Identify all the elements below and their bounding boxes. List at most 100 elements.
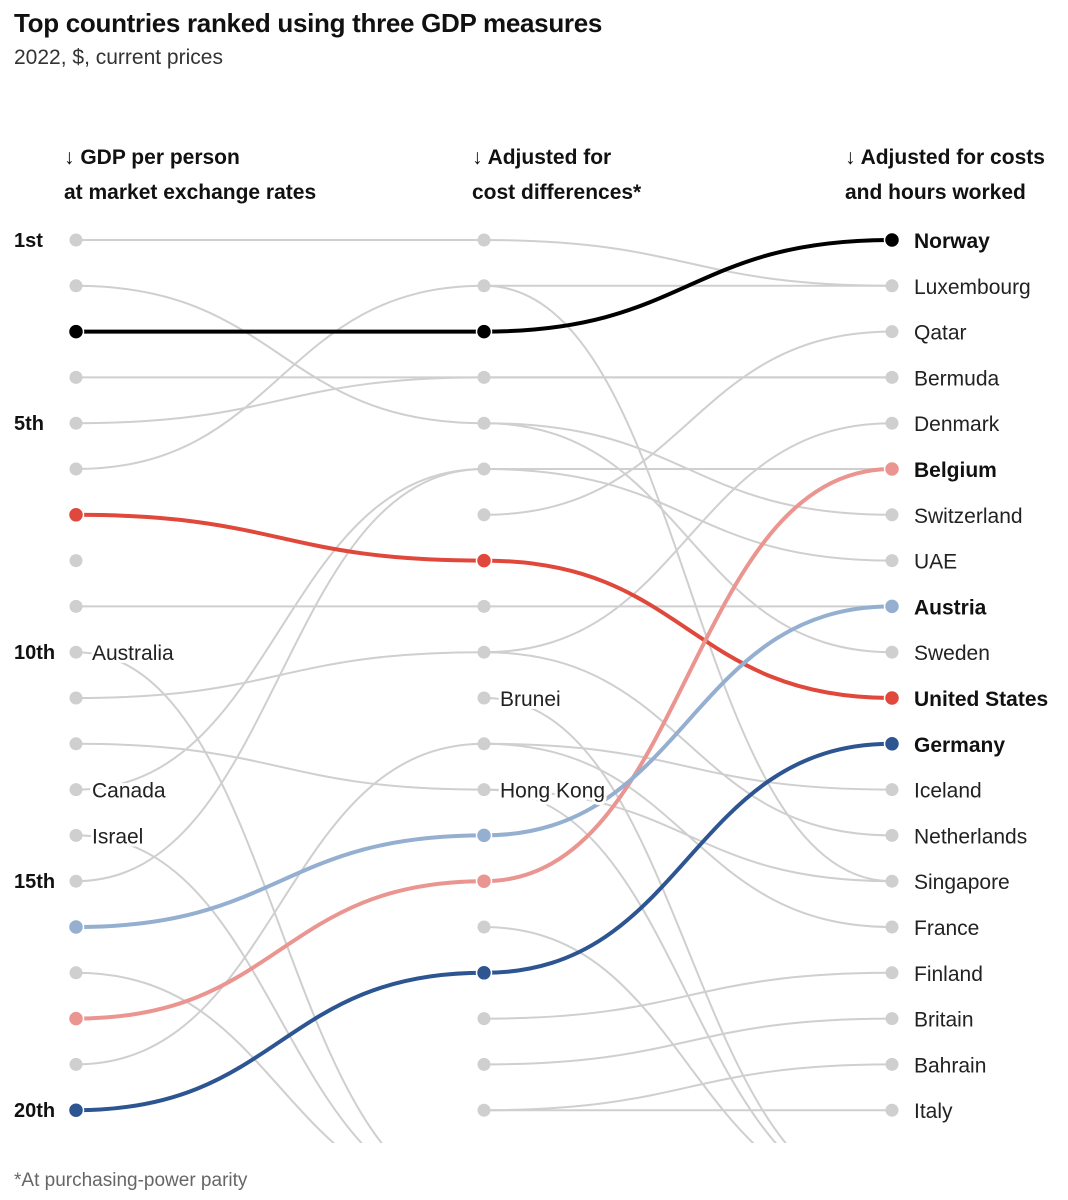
country-label: Italy xyxy=(914,1100,953,1123)
series-line xyxy=(483,742,893,928)
highlight-dot xyxy=(67,323,85,340)
country-label: France xyxy=(914,917,979,940)
highlight-dot xyxy=(475,872,493,890)
series-line xyxy=(483,1017,893,1066)
country-label: Qatar xyxy=(914,322,967,345)
series-line xyxy=(483,788,778,1143)
inline-country-label: Israel xyxy=(92,825,143,848)
highlight-dot xyxy=(475,827,493,844)
country-label: Bahrain xyxy=(914,1054,986,1077)
country-label: Belgium xyxy=(914,459,997,482)
rank-dot xyxy=(69,462,83,476)
dots xyxy=(69,233,899,1117)
rank-dot xyxy=(477,508,491,522)
series-line xyxy=(75,651,384,1143)
series-line xyxy=(75,467,892,883)
inline-label-halo: Hong Kong xyxy=(500,780,605,803)
column-header-market-rates: ↓ GDP per person at market exchange rate… xyxy=(64,140,316,210)
series-line xyxy=(75,742,893,883)
country-label: Norway xyxy=(914,230,990,253)
rank-dot xyxy=(69,1057,83,1071)
highlight-dot xyxy=(67,1010,85,1027)
rank-label: 15th xyxy=(14,871,55,893)
rank-dot xyxy=(885,920,899,934)
down-arrow-icon: ↓ xyxy=(472,146,483,169)
grey-lines xyxy=(75,238,893,1143)
column-header-line2: cost differences* xyxy=(472,181,642,204)
chart-title: Top countries ranked using three GDP mea… xyxy=(14,8,603,38)
rank-dot xyxy=(885,1012,899,1026)
down-arrow-icon: ↓ xyxy=(845,146,856,169)
rank-dot xyxy=(69,645,83,659)
rank-label: 10th xyxy=(14,642,55,664)
series-line xyxy=(75,468,893,791)
rank-dot xyxy=(885,828,899,842)
series-line xyxy=(483,284,893,883)
labels: 1st 5th 10th 15th 20th Norway Luxembourg Qatar B… xyxy=(14,230,1048,1123)
highlight-dot xyxy=(475,552,493,569)
country-label: Singapore xyxy=(914,871,1010,894)
rank-dot xyxy=(477,1057,491,1071)
country-label: Finland xyxy=(914,963,983,986)
rank-dot xyxy=(69,966,83,980)
highlight-dot xyxy=(67,1101,85,1119)
rank-dot xyxy=(885,370,899,384)
country-label: Netherlands xyxy=(914,825,1027,848)
column-header-line1: Adjusted for xyxy=(487,146,612,169)
footnote: *At purchasing-power parity xyxy=(14,1170,248,1191)
highlight-dot xyxy=(67,918,85,936)
rank-dot xyxy=(885,508,899,522)
country-label: Britain xyxy=(914,1009,974,1032)
rank-dot xyxy=(885,874,899,888)
rank-dot xyxy=(69,370,83,384)
rank-dot xyxy=(69,554,83,568)
series-line-united-states xyxy=(75,512,893,700)
rank-dot xyxy=(69,416,83,430)
rank-dot xyxy=(477,920,491,934)
series-line-norway xyxy=(76,238,893,334)
series-line-austria xyxy=(75,604,893,929)
rank-dot xyxy=(69,599,83,613)
inline-country-label: Brunei xyxy=(500,688,561,711)
rank-dot xyxy=(477,1103,491,1117)
rank-dot xyxy=(477,783,491,797)
rank-dot xyxy=(885,416,899,430)
chart-subtitle: 2022, $, current prices xyxy=(14,46,223,69)
highlight-dot xyxy=(67,506,85,524)
rank-dot xyxy=(885,1103,899,1117)
rank-label: 1st xyxy=(14,230,43,252)
country-label: Austria xyxy=(914,596,987,619)
rank-dot xyxy=(477,599,491,613)
column-header-hours-adjusted: ↓ Adjusted for costs and hours worked xyxy=(845,140,1045,210)
rank-dot xyxy=(477,1012,491,1026)
series-line-belgium xyxy=(75,467,893,1021)
series-line-germany xyxy=(75,741,893,1113)
column-header-line1: GDP per person xyxy=(80,146,240,169)
country-label: Iceland xyxy=(914,780,982,803)
series-line xyxy=(75,376,892,425)
series-line xyxy=(75,971,336,1143)
rank-dot xyxy=(477,279,491,293)
rank-dot xyxy=(885,783,899,797)
rank-dot xyxy=(885,645,899,659)
series-line xyxy=(483,971,893,1020)
rank-dot xyxy=(69,737,83,751)
rank-dot xyxy=(477,645,491,659)
rank-dot xyxy=(69,828,83,842)
country-label: UAE xyxy=(914,551,957,574)
inline-country-label: Canada xyxy=(92,780,166,803)
highlight-dot xyxy=(475,323,493,340)
country-label: Germany xyxy=(914,734,1005,757)
country-label: Luxembourg xyxy=(914,276,1031,299)
series-line xyxy=(483,1063,893,1112)
rank-dot xyxy=(885,554,899,568)
rank-dot xyxy=(477,370,491,384)
highlight-dot xyxy=(475,964,493,982)
rank-dot xyxy=(477,416,491,430)
inline-label-halo: Israel xyxy=(92,825,143,848)
rank-dot xyxy=(885,325,899,339)
inline-label-halo: Brunei xyxy=(500,688,561,711)
rank-dot xyxy=(477,691,491,705)
rank-dot xyxy=(69,783,83,797)
rank-dot xyxy=(885,1057,899,1071)
